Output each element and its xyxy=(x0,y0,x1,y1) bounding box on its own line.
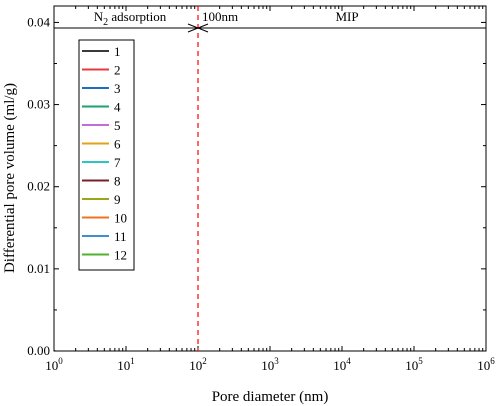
legend-label-8: 8 xyxy=(114,174,121,189)
legend-label-5: 5 xyxy=(114,118,121,133)
x-tick-label: 105 xyxy=(405,356,423,373)
legend-label-2: 2 xyxy=(114,63,121,78)
x-tick-label: 106 xyxy=(477,356,495,373)
legend-label-7: 7 xyxy=(114,155,121,170)
legend-label-9: 9 xyxy=(114,192,121,207)
x-tick-label: 100 xyxy=(45,356,63,373)
region-right-label: MIP xyxy=(335,9,358,24)
legend-label-10: 10 xyxy=(114,211,127,226)
legend-label-3: 3 xyxy=(114,81,121,96)
y-tick-label: 0.02 xyxy=(27,179,50,194)
x-axis-title: Pore diameter (nm) xyxy=(212,389,329,405)
legend-label-6: 6 xyxy=(114,137,121,152)
x-tick-label: 102 xyxy=(189,356,207,373)
x-tick-label: 104 xyxy=(333,356,351,373)
x-tick-label: 103 xyxy=(261,356,279,373)
legend-label-4: 4 xyxy=(114,100,121,115)
legend-label-1: 1 xyxy=(114,44,121,59)
y-tick-label: 0.04 xyxy=(27,14,50,29)
y-tick-label: 0.01 xyxy=(27,261,50,276)
x-tick-label: 101 xyxy=(117,356,135,373)
y-axis-title: Differential pore volume (ml/g) xyxy=(2,83,18,273)
legend-label-11: 11 xyxy=(114,229,127,244)
legend-box xyxy=(78,39,135,271)
legend-label-12: 12 xyxy=(114,248,127,263)
region-left-label: N2 adsorption xyxy=(94,9,167,28)
right-arrow-icon xyxy=(196,23,209,33)
boundary-label: 100nm xyxy=(202,9,238,24)
y-tick-label: 0.03 xyxy=(27,97,50,112)
y-tick-label: 0.00 xyxy=(27,343,50,358)
